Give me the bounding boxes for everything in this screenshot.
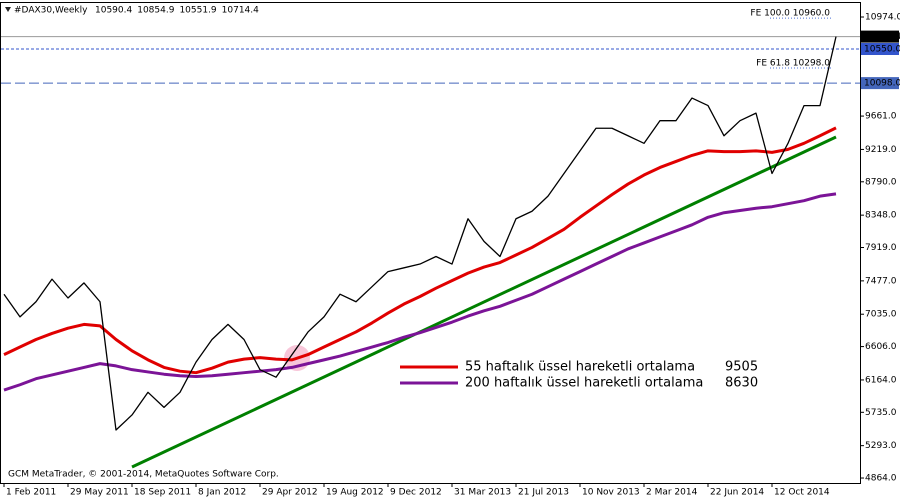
y-tick-label: 8348.0 [865,211,897,221]
y-tick-label: 5735.0 [865,408,897,418]
level-tag [861,30,899,43]
symbol-icon [5,7,11,12]
x-tick-label: 12 Oct 2014 [774,488,830,498]
header-value: 10551.9 [179,6,216,16]
y-tick-label: 9661.0 [865,112,897,122]
header-value: 10590.4 [95,6,132,16]
header-value: 10854.9 [137,6,174,16]
y-tick-label: 5293.0 [865,441,897,451]
series-line [3,126,837,375]
legend-label: 55 haftalık üssel hareketli ortalama [465,360,695,375]
plot-frame [0,2,861,484]
x-tick-label: 10 Nov 2013 [582,488,640,498]
x-tick-label: 2 Mar 2014 [646,488,698,498]
x-tick-label: 22 Jun 2014 [710,488,764,498]
y-tick-label: 7919.0 [865,243,897,253]
level-tag [861,77,899,90]
x-tick-label: 9 Dec 2012 [390,488,442,498]
x-tick-label: 18 Sep 2011 [134,488,191,498]
trendline [131,135,837,469]
legend-value: 8630 [725,376,758,391]
chart-title: #DAX30,Weekly [14,6,88,16]
x-tick-label: 21 Jul 2013 [518,488,569,498]
x-tick-label: 29 Apr 2012 [262,488,318,498]
header-value: 10714.4 [222,6,259,16]
y-tick-label: 10974.0 [865,13,900,23]
y-tick-label: 4864.0 [865,474,897,484]
y-tick-label: 8790.0 [865,177,897,187]
level-tag [861,43,899,56]
x-tick-label: 29 May 2011 [70,488,129,498]
y-tick-label: 6164.0 [865,375,897,385]
y-tick-label: 6606.0 [865,342,897,352]
y-tick-label: 7477.0 [865,276,897,286]
fib-label: FE 61.8 10298.0 [756,59,830,69]
y-tick-label: 7035.0 [865,310,897,320]
legend: 55 haftalık üssel hareketli ortalama 9505… [400,360,758,391]
level-tag-label: 10550.0 [864,45,900,55]
y-tick-label: 9219.0 [865,145,897,155]
level-tag-label: 10714.4 [864,32,900,42]
x-tick-label: 8 Jan 2012 [198,488,246,498]
level-tag-label: 10098.0 [864,79,900,89]
legend-value: 9505 [725,360,758,375]
x-tick-label: 1 Feb 2011 [6,488,56,498]
x-tick-label: 19 Aug 2012 [326,488,384,498]
series-line [3,192,837,392]
footer: GCM MetaTrader, © 2001-2014, MetaQuotes … [8,470,279,480]
legend-label: 200 haftalık üssel hareketli ortalama [465,376,703,391]
series-line [3,36,837,431]
x-tick-label: 31 Mar 2013 [454,488,511,498]
fib-label: FE 100.0 10960.0 [750,9,830,19]
